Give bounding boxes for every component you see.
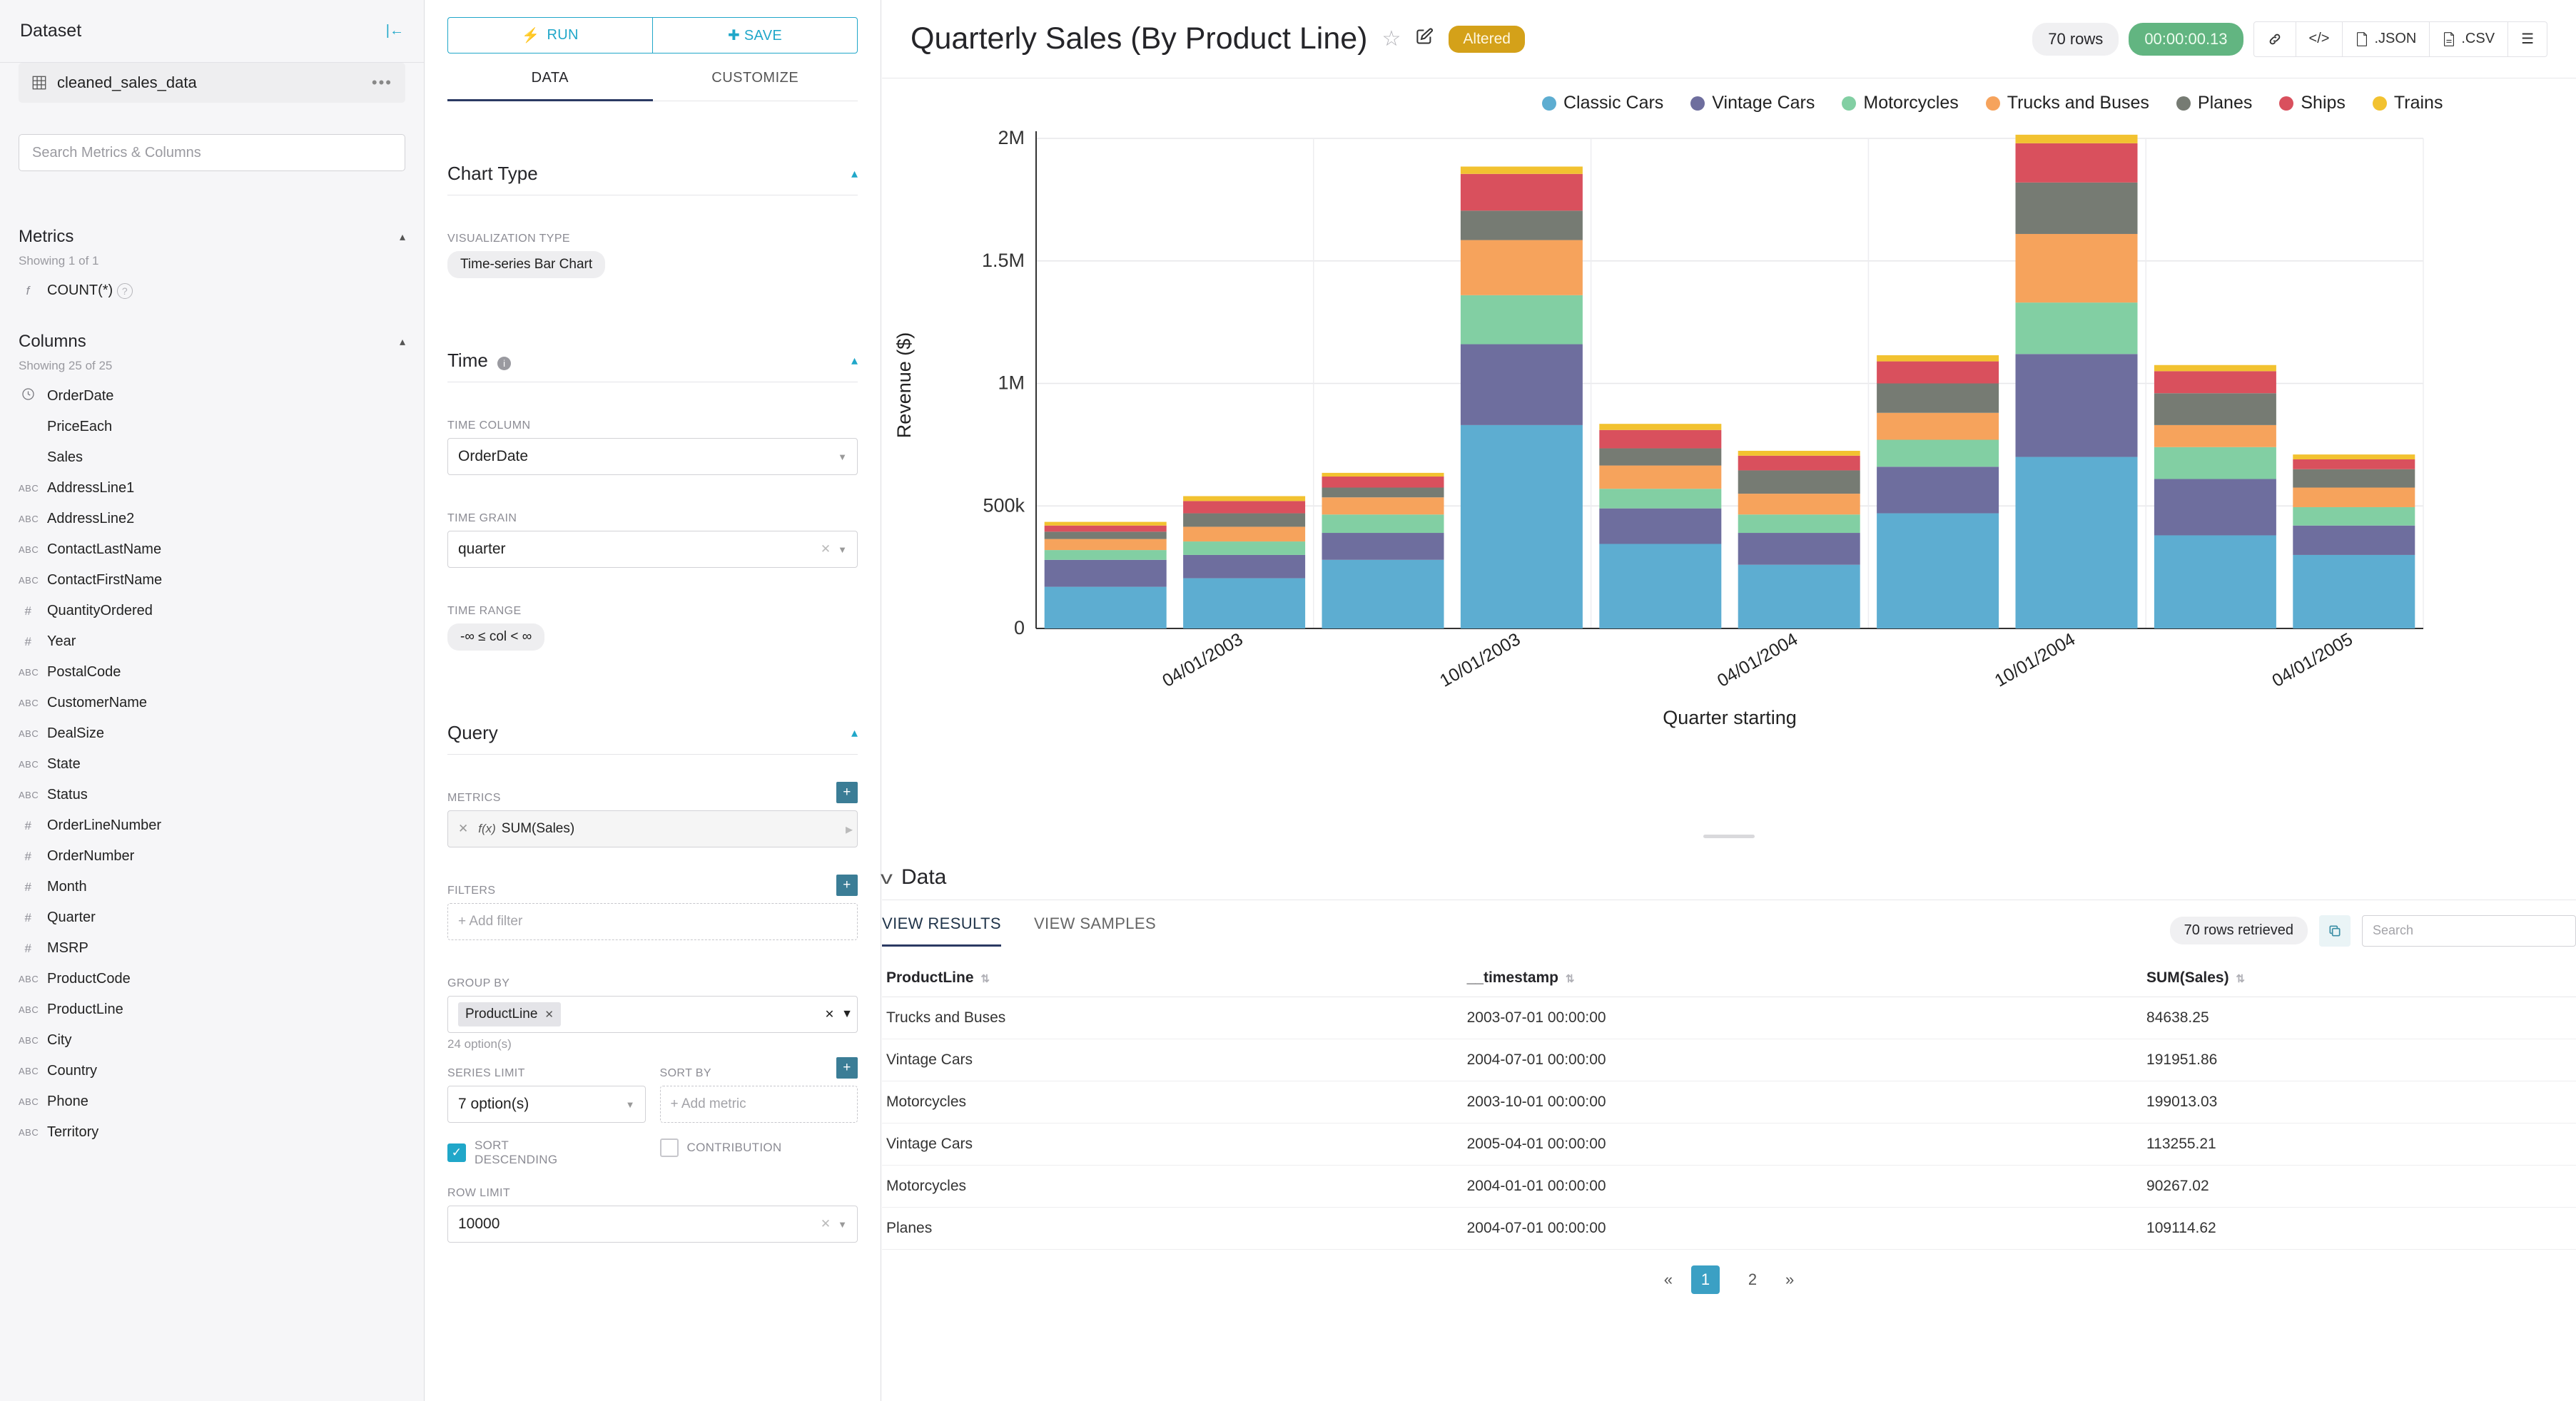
svg-text:04/01/2004: 04/01/2004 [1714, 629, 1801, 691]
svg-text:10/01/2003: 10/01/2003 [1436, 629, 1523, 691]
svg-text:10/01/2004: 10/01/2004 [1992, 629, 2079, 691]
svg-text:500k: 500k [983, 494, 1025, 516]
svg-text:2M: 2M [998, 127, 1025, 148]
svg-text:Quarter starting: Quarter starting [1663, 707, 1797, 728]
svg-text:04/01/2003: 04/01/2003 [1159, 629, 1246, 691]
svg-text:1M: 1M [998, 372, 1025, 394]
svg-text:1.5M: 1.5M [982, 250, 1025, 271]
svg-text:0: 0 [1014, 617, 1025, 638]
svg-text:04/01/2005: 04/01/2005 [2268, 629, 2356, 691]
svg-text:Revenue ($): Revenue ($) [893, 332, 915, 439]
